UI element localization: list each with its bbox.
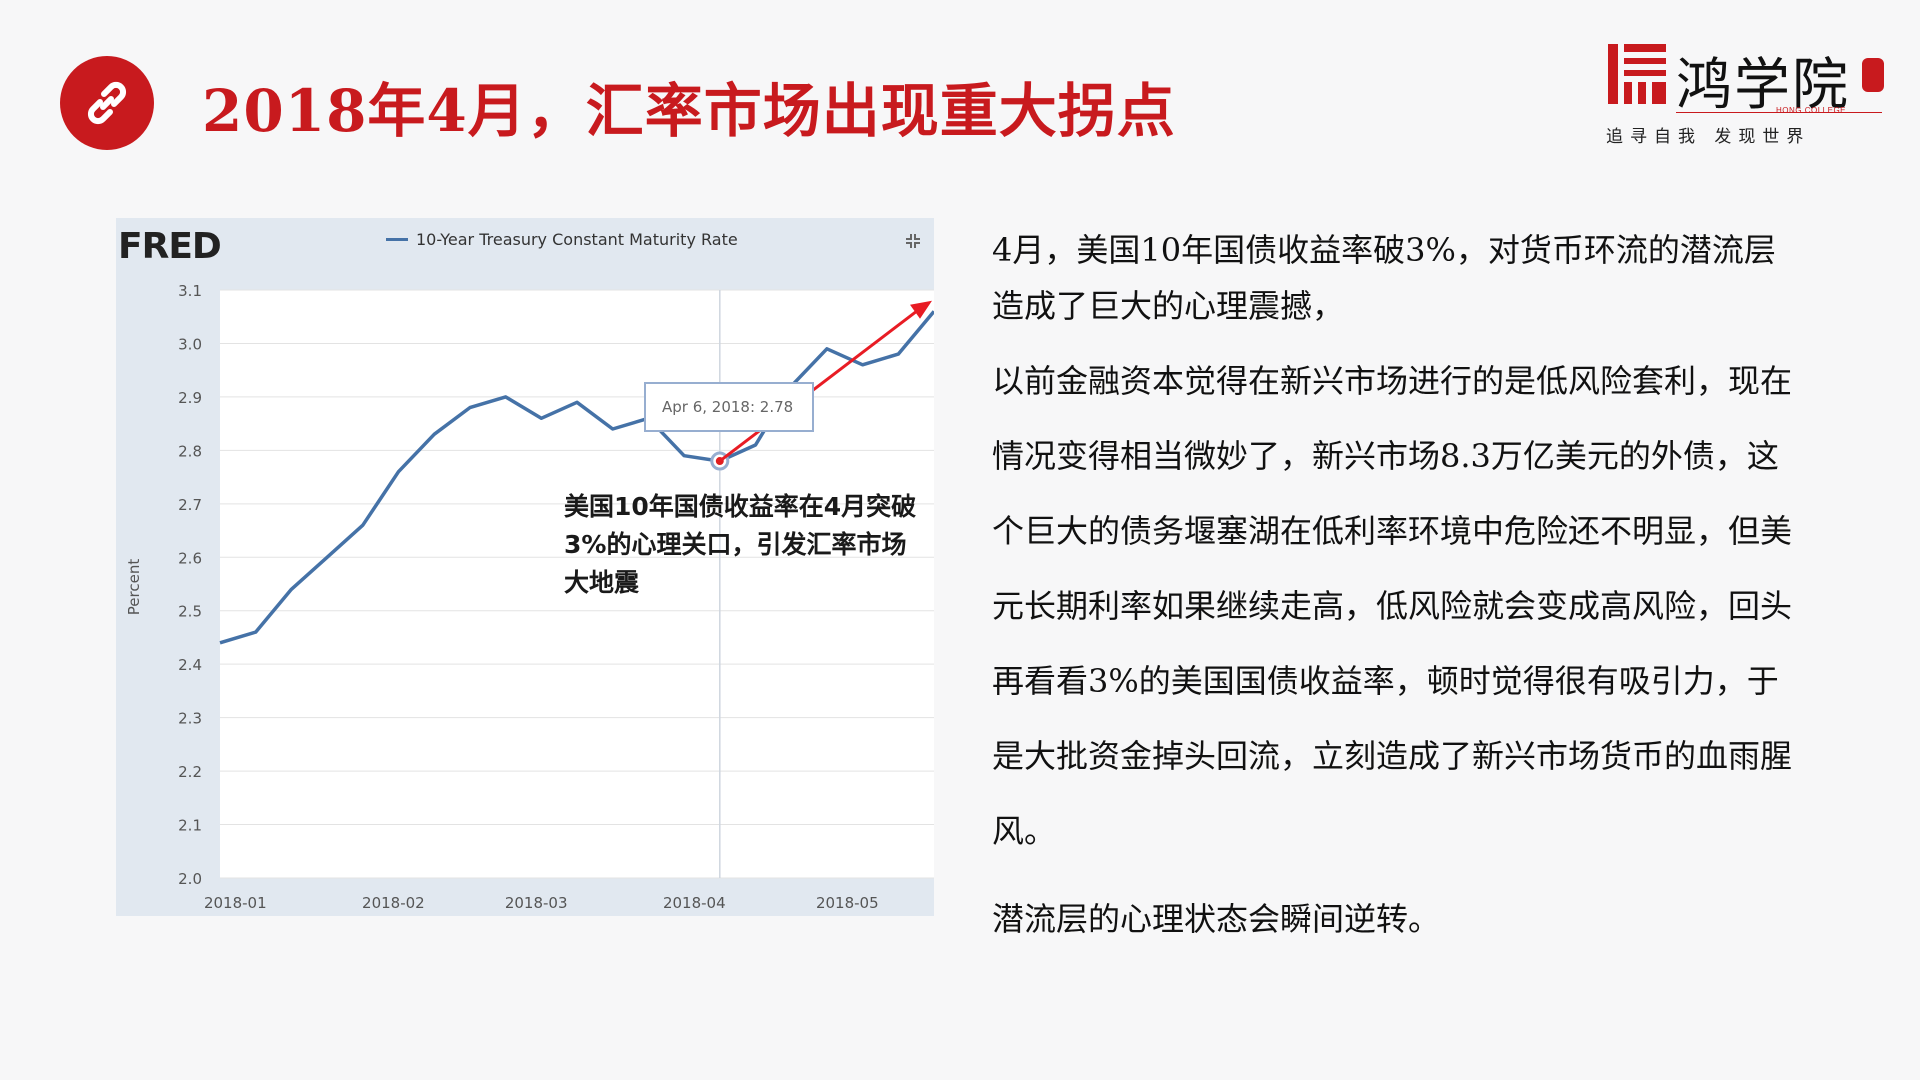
x-tick-label: 2018-02 xyxy=(362,894,425,912)
page-title: 2018年4月，汇率市场出现重大拐点 xyxy=(202,77,1176,145)
chart-annotation: 美国10年国债收益率在4月突破3%的心理关口，引发汇率市场大地震 xyxy=(564,492,917,597)
paragraph-2: 以前金融资本觉得在新兴市场进行的是低风险套利，现在情况变得相当微妙了，新兴市场8… xyxy=(992,362,1793,850)
link-icon-badge xyxy=(60,56,154,150)
link-icon xyxy=(87,81,127,125)
logo-emblem-icon xyxy=(1608,44,1666,104)
legend-label: 10-Year Treasury Constant Maturity Rate xyxy=(416,230,738,249)
trend-arrow-head xyxy=(910,300,932,319)
y-tick-label: 2.6 xyxy=(178,549,202,567)
fred-chart: 2.0 2.1 2.2 2.3 2.4 2.5 2.6 2.7 2.8 2.9 3.0 3.1 2018… xyxy=(116,218,934,916)
x-tick-label: 2018-01 xyxy=(204,894,267,912)
series-line xyxy=(219,310,934,645)
x-tick-label: 2018-03 xyxy=(505,894,568,912)
chart-tooltip: Apr 6, 2018: 2.78 xyxy=(644,382,814,432)
y-tick-label: 2.4 xyxy=(178,656,202,674)
paragraph-3: 潜流层的心理状态会瞬间逆转。 xyxy=(992,900,1441,938)
y-tick-label: 2.9 xyxy=(178,389,202,407)
y-tick-label: 2.8 xyxy=(178,442,202,460)
seal-icon xyxy=(1862,58,1884,92)
logo-english: HONG COLLEGE xyxy=(1776,106,1847,115)
y-tick-label: 2.7 xyxy=(178,496,202,514)
y-tick-label: 2.1 xyxy=(178,817,202,835)
logo-name: 鸿学院 xyxy=(1676,53,1850,118)
y-tick-label: 3.1 xyxy=(178,282,202,300)
fred-logo: FRED xyxy=(118,226,222,267)
expand-icon[interactable] xyxy=(904,232,922,250)
paragraph-1: 4月，美国10年国债收益率破3%，对货币环流的潜流层造成了巨大的心理震撼， xyxy=(992,231,1776,325)
y-tick-label: 2.0 xyxy=(178,870,202,888)
logo-slogan: 追寻自我 发现世界 xyxy=(1606,127,1811,147)
body-text: 4月，美国10年国债收益率破3%，对货币环流的潜流层造成了巨大的心理震撼， 以前… xyxy=(992,222,1792,947)
x-tick-label: 2018-04 xyxy=(663,894,726,912)
chart-legend: 10-Year Treasury Constant Maturity Rate xyxy=(386,230,738,249)
trend-arrow-line xyxy=(718,307,921,463)
y-tick-label: 2.2 xyxy=(178,763,202,781)
chart-canvas: 2.0 2.1 2.2 2.3 2.4 2.5 2.6 2.7 2.8 2.9 3.0 3.1 2018… xyxy=(178,282,934,912)
y-axis-label: Percent xyxy=(125,558,144,616)
x-tick-label: 2018-05 xyxy=(816,894,879,912)
y-tick-label: 2.5 xyxy=(178,603,202,621)
logo-divider xyxy=(1676,112,1882,113)
y-tick-label: 3.0 xyxy=(178,335,202,353)
legend-swatch xyxy=(386,238,408,241)
y-tick-label: 2.3 xyxy=(178,710,202,728)
college-logo: 鸿学院 HONG COLLEGE 追寻自我 发现世界 xyxy=(1604,40,1884,150)
